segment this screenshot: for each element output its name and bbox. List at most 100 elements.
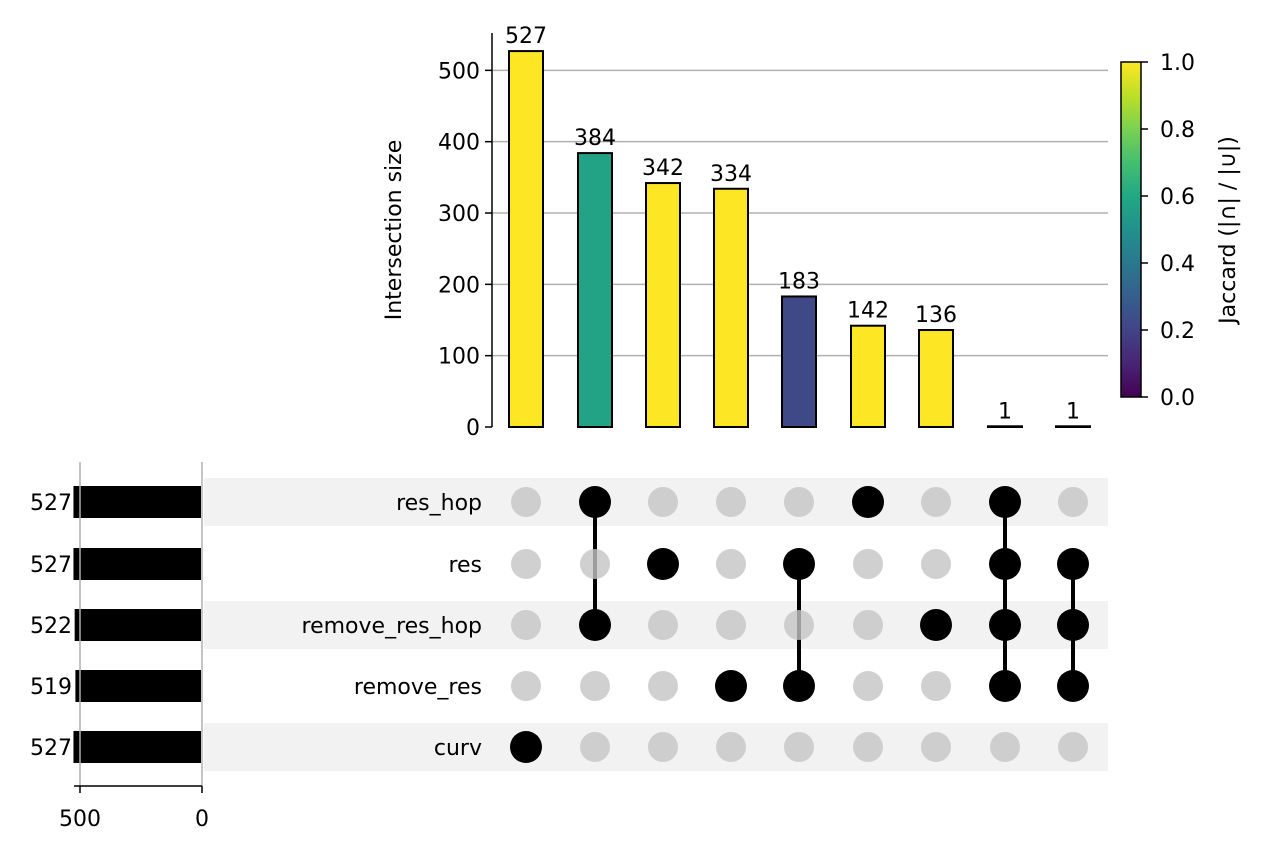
set-size-bar (73, 486, 201, 518)
matrix-dot-inactive (921, 671, 951, 701)
set-name-label: curv (434, 736, 482, 761)
set-name-label: remove_res (354, 675, 482, 700)
colorbar-tick-label: 0.0 (1160, 386, 1195, 411)
matrix-dot-active (989, 548, 1021, 580)
matrix-dot-active (1057, 548, 1089, 580)
intersection-bar (781, 295, 817, 428)
matrix-dot-inactive (716, 732, 746, 762)
colorbar-tick-label: 0.2 (1160, 319, 1195, 344)
set-size-label: 527 (30, 491, 72, 516)
colorbar-tick-label: 0.4 (1160, 252, 1195, 277)
matrix-dot-inactive (511, 671, 541, 701)
intersection-bar (713, 187, 749, 428)
matrix-dot-active (852, 486, 884, 518)
intersection-bar (850, 324, 886, 428)
intersection-bar (645, 182, 681, 428)
matrix-dot-inactive (1058, 732, 1088, 762)
matrix-dot-active (920, 609, 952, 641)
y-tick-label: 500 (438, 59, 480, 84)
colorbar-tick-label: 0.8 (1160, 118, 1195, 143)
matrix-dot-inactive (853, 610, 883, 640)
matrix-dot-inactive (784, 487, 814, 517)
set-size-bar (74, 609, 201, 641)
matrix-dot-inactive (716, 487, 746, 517)
intersection-bar (1055, 425, 1091, 429)
matrix-connectors (593, 502, 1075, 686)
matrix-dot-inactive (648, 732, 678, 762)
colorbar-label: Jaccard (|∩| / |∪|) (1216, 136, 1241, 326)
y-tick-label: 200 (438, 273, 480, 298)
matrix-dot-active (783, 670, 815, 702)
colorbar-tick-label: 0.6 (1160, 185, 1195, 210)
bar-value-label: 1 (998, 399, 1012, 424)
matrix-dot-inactive (921, 732, 951, 762)
intersection-bar-labels: 527 384 342 334 183 142 136 1 1 (505, 24, 1080, 424)
matrix-dot-active (783, 548, 815, 580)
matrix-dot-inactive (511, 549, 541, 579)
matrix-dot-inactive (921, 549, 951, 579)
bar-value-label: 342 (642, 156, 684, 181)
set-name-label: res (448, 553, 482, 578)
matrix-dot-active (989, 609, 1021, 641)
set-size-bar (75, 670, 201, 702)
matrix-dot-inactive (648, 610, 678, 640)
set-size-labels: 527 527 522 519 527 (30, 491, 72, 761)
intersection-bar (987, 425, 1023, 429)
set-name-label: remove_res_hop (302, 614, 482, 639)
colorbar-ticks: 0.0 0.2 0.4 0.6 0.8 1.0 (1141, 51, 1195, 411)
y-tick-label: 400 (438, 131, 480, 156)
set-size-tick-label: 500 (59, 807, 101, 832)
y-axis-label: Intersection size (382, 140, 407, 321)
y-tick-label: 100 (438, 345, 480, 370)
intersection-bar (508, 50, 544, 428)
set-size-label: 527 (30, 553, 72, 578)
intersection-y-axis: 0 100 200 300 400 500 (438, 33, 493, 441)
bar-value-label: 384 (574, 126, 616, 151)
matrix-dot-active (989, 670, 1021, 702)
colorbar-gradient (1120, 61, 1142, 398)
matrix-dot-inactive (511, 487, 541, 517)
set-size-label: 522 (30, 614, 72, 639)
set-name-label: res_hop (396, 491, 482, 516)
matrix-dot-inactive (784, 732, 814, 762)
intersection-bar (577, 152, 613, 428)
matrix-dot-active (1057, 670, 1089, 702)
matrix-dot-active (1057, 609, 1089, 641)
set-size-x-axis: 500 0 (59, 462, 209, 832)
bar-value-label: 527 (505, 24, 547, 49)
y-tick-label: 300 (438, 202, 480, 227)
matrix-dot-inactive (853, 549, 883, 579)
matrix-dot-inactive (716, 610, 746, 640)
matrix-dot-active (579, 609, 611, 641)
bar-value-label: 142 (847, 299, 889, 324)
matrix-dot-active (510, 731, 542, 763)
set-size-label: 519 (30, 675, 72, 700)
matrix-dot-inactive (784, 610, 814, 640)
set-size-bar (73, 731, 201, 763)
matrix-dot-inactive (921, 487, 951, 517)
matrix-dot-active (647, 548, 679, 580)
matrix-dot-inactive (716, 549, 746, 579)
colorbar: 0.0 0.2 0.4 0.6 0.8 1.0 Jaccard (|∩| / |∪|) (1120, 51, 1241, 411)
matrix-dot-inactive (648, 487, 678, 517)
bar-value-label: 1 (1066, 399, 1080, 424)
matrix-dot-inactive (511, 610, 541, 640)
matrix-dot-inactive (853, 671, 883, 701)
set-size-bars (73, 486, 201, 763)
matrix-dot-inactive (580, 549, 610, 579)
matrix-dot-inactive (648, 671, 678, 701)
matrix-dot-inactive (580, 732, 610, 762)
matrix-dot-active (715, 670, 747, 702)
matrix-dot-active (989, 486, 1021, 518)
matrix-dot-inactive (853, 732, 883, 762)
matrix-dot-inactive (990, 732, 1020, 762)
bar-value-label: 183 (778, 269, 820, 294)
colorbar-tick-label: 1.0 (1160, 51, 1195, 76)
intersection-bars (508, 50, 1091, 429)
bar-value-label: 136 (915, 303, 957, 328)
intersection-bar (918, 328, 954, 429)
matrix-dot-active (579, 486, 611, 518)
y-tick-label: 0 (466, 416, 480, 441)
